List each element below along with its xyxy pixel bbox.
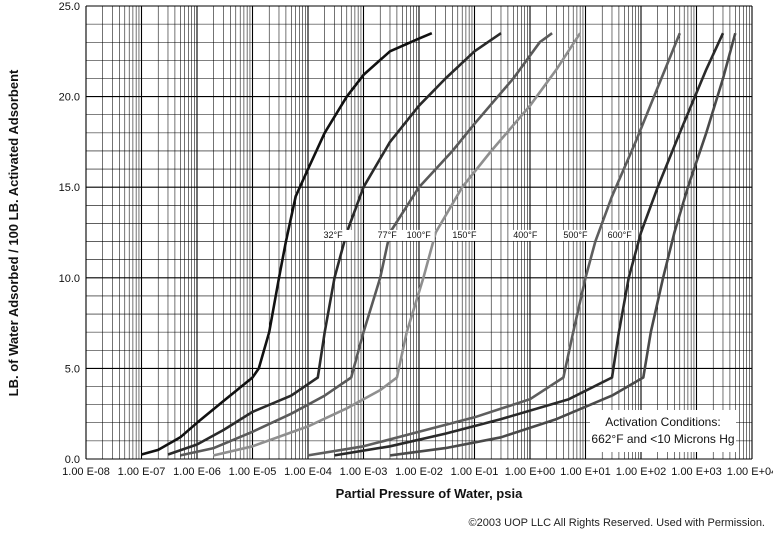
isotherm-line (334, 32, 725, 457)
curve-label: 500°F (563, 230, 588, 240)
y-tick-labels: 0.0 5.0 10.0 15.0 20.0 25.0 (59, 1, 80, 466)
curve-label-background (450, 229, 481, 241)
curve-label-background (605, 229, 636, 241)
curve-label: 32°F (323, 230, 343, 240)
x-tick-label: 1.00 E-06 (173, 466, 221, 478)
x-tick-label: 1.00 E-07 (118, 466, 166, 478)
x-axis-title: Partial Pressure of Water, psia (336, 486, 523, 501)
y-tick-label: 15.0 (59, 182, 80, 194)
isotherm-line (389, 32, 737, 457)
curve-label: 100°F (407, 230, 432, 240)
curve-label: 400°F (513, 230, 538, 240)
x-tick-label: 1.00 E+00 (505, 466, 555, 478)
y-tick-label: 10.0 (59, 273, 80, 285)
y-axis-title: LB. of Water Adsorbed / 100 LB. Activate… (6, 69, 21, 396)
curve-labels: 32°F 77°F 100°F 150°F 400°F 500°F 600°F (321, 229, 636, 241)
curve-label-background (511, 229, 542, 241)
isotherm-line (213, 32, 582, 457)
isotherm-curves (141, 32, 737, 457)
curve-label-background (404, 229, 435, 241)
x-tick-label: 1.00 E+01 (560, 466, 610, 478)
curve-label: 77°F (378, 230, 398, 240)
x-tick-label: 1.00 E-08 (62, 466, 110, 478)
y-tick-label: 5.0 (65, 363, 80, 375)
x-tick-label: 1.00 E+02 (616, 466, 666, 478)
x-tick-label: 1.00 E-03 (340, 466, 388, 478)
activation-conditions-line-1: Activation Conditions: (605, 415, 720, 429)
y-tick-label: 25.0 (59, 1, 80, 13)
x-tick-label: 1.00 E-04 (284, 466, 332, 478)
curve-label-background (375, 229, 406, 241)
isotherm-line (180, 32, 553, 457)
curve-label-background (321, 229, 352, 241)
y-tick-label: 0.0 (65, 454, 80, 466)
y-tick-label: 20.0 (59, 92, 80, 104)
activation-conditions-box: Activation Conditions: 662°F and <10 Mic… (590, 410, 736, 452)
copyright-notice: ©2003 UOP LLC All Rights Reserved. Used … (468, 517, 765, 529)
curve-label-background (561, 229, 592, 241)
x-tick-label: 1.00 E+03 (671, 466, 721, 478)
x-tick-label: 1.00 E-02 (395, 466, 443, 478)
x-tick-label: 1.00 E+04 (727, 466, 773, 478)
curve-label: 600°F (608, 230, 633, 240)
isotherm-line (141, 32, 433, 456)
activation-conditions-line-2: 662°F and <10 Microns Hg (591, 432, 734, 446)
x-tick-label: 1.00 E-05 (229, 466, 277, 478)
x-tick-labels: 1.00 E-08 1.00 E-07 1.00 E-06 1.00 E-05 1.00… (62, 466, 773, 478)
isotherm-line (167, 32, 502, 456)
isotherm-line (307, 32, 682, 457)
grid-lines (85, 5, 753, 460)
curve-label: 150°F (452, 230, 477, 240)
x-tick-label: 1.00 E-01 (451, 466, 499, 478)
